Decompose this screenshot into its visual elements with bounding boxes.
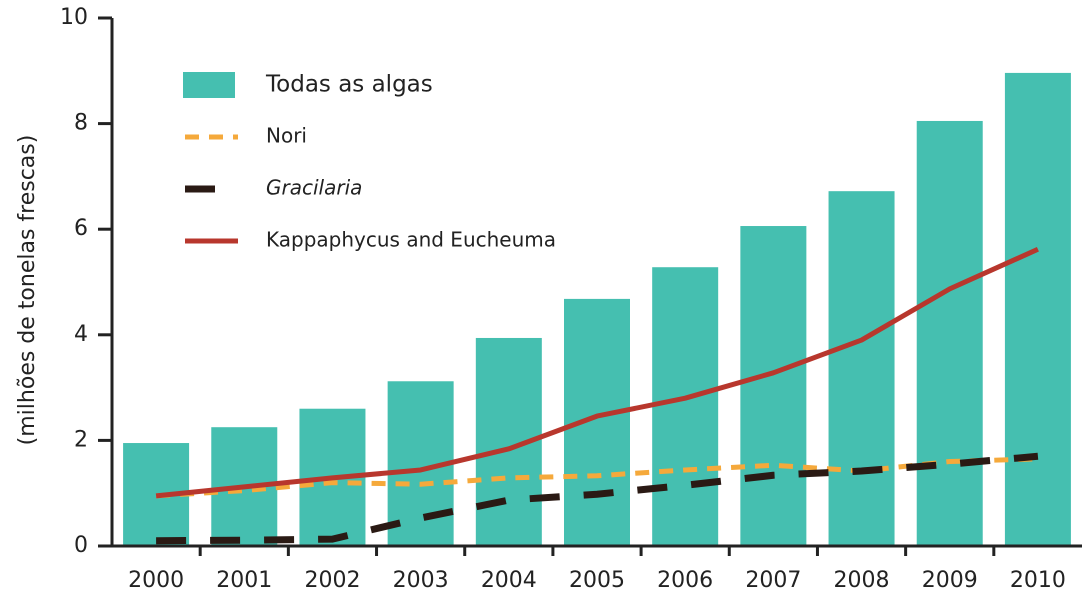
x-tick-label: 2009: [922, 568, 978, 592]
y-tick-label: 4: [74, 322, 88, 347]
y-tick-label: 8: [74, 111, 88, 136]
bar: [740, 226, 807, 547]
y-axis-label: (milhões de tonelas frescas): [15, 135, 40, 446]
line-series: [156, 452, 1039, 545]
bar: [1004, 72, 1071, 547]
x-tick-label: 2007: [745, 568, 801, 592]
bar: [652, 267, 719, 546]
y-tick-label: 2: [74, 427, 88, 452]
x-tick-label: 2003: [393, 568, 449, 592]
x-tick-label: 2002: [304, 568, 360, 592]
x-tick-label: 2006: [657, 568, 713, 592]
y-tick-label: 10: [60, 5, 88, 30]
y-tick-label: 0: [74, 533, 88, 558]
legend-swatch: [183, 72, 235, 98]
line-series: [155, 456, 1038, 499]
legend-label: Nori: [266, 124, 307, 148]
legend-label: Kappaphycus and Eucheuma: [266, 228, 556, 252]
y-tick-label: 6: [74, 216, 88, 241]
x-tick-label: 2004: [481, 568, 537, 592]
legend-label: Todas as algas: [265, 72, 433, 98]
x-tick-label: 2000: [128, 568, 184, 592]
line-series: [155, 246, 1039, 499]
x-tick-label: 2010: [1010, 568, 1066, 592]
legend-label: Gracilaria: [266, 176, 362, 200]
x-tick-label: 2008: [834, 568, 890, 592]
x-tick-label: 2001: [216, 568, 272, 592]
bar: [828, 191, 895, 546]
x-tick-label: 2005: [569, 568, 625, 592]
bar: [916, 120, 983, 547]
